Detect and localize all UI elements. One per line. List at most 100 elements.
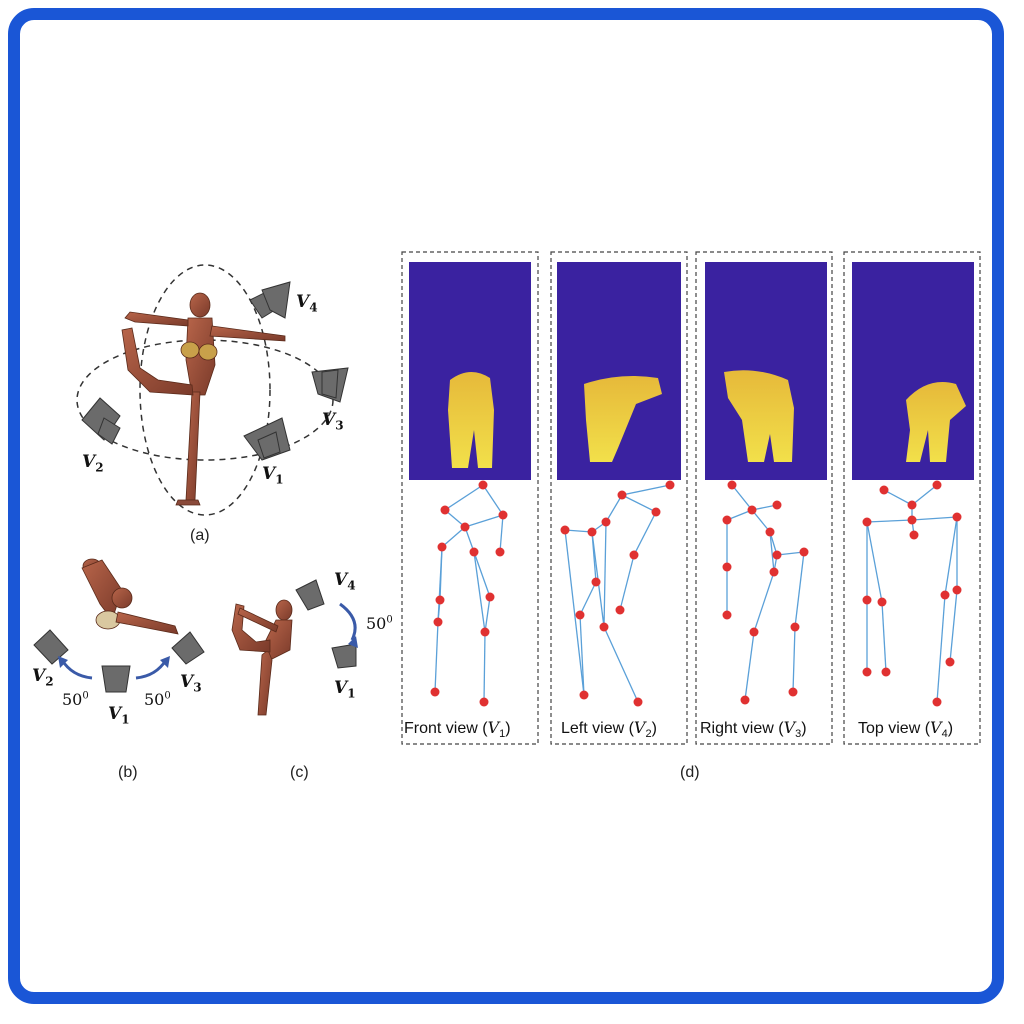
arrow-v1-v3 xyxy=(135,659,168,680)
depth-map-left xyxy=(557,262,681,480)
skeleton-joint xyxy=(799,547,809,557)
skeleton-bone xyxy=(883,489,913,506)
skeleton-bone xyxy=(866,519,913,523)
skeleton-joint xyxy=(772,500,782,510)
skeleton-joint xyxy=(881,667,891,677)
skeleton-joint xyxy=(722,515,732,525)
depth-silhouette-top xyxy=(906,382,966,462)
caption-left-view: Left view (V2) xyxy=(561,718,657,741)
camera-icon-v2-a xyxy=(81,397,121,445)
skeleton-bone xyxy=(944,516,958,596)
skeleton-bone xyxy=(499,514,504,553)
skeleton-joint xyxy=(907,515,917,525)
view-box-left xyxy=(550,251,688,745)
skeleton-joint xyxy=(940,590,950,600)
skeleton-joint xyxy=(479,697,489,707)
skeleton-bone xyxy=(633,511,657,556)
camera-label-v4-c: V4 xyxy=(334,570,356,593)
camera-icon-v1-c xyxy=(331,643,357,669)
skeleton-bone xyxy=(881,601,887,673)
skeleton-joint xyxy=(579,690,589,700)
skeleton-bone xyxy=(792,626,796,693)
outer-border xyxy=(8,8,1004,1004)
skeleton-joint xyxy=(437,542,447,552)
view-box-top xyxy=(843,251,981,745)
camera-label-v2-a: V2 xyxy=(82,452,104,475)
horizontal-orbit xyxy=(76,339,334,461)
skeleton-joint xyxy=(788,687,798,697)
skeleton-joint xyxy=(772,550,782,560)
skeleton-joint xyxy=(435,595,445,605)
camera-icon-v3-a xyxy=(311,367,349,403)
depth-silhouette-right xyxy=(724,370,794,462)
skeleton-joint xyxy=(599,622,609,632)
skeleton-joint xyxy=(907,500,917,510)
panel-b-diagram xyxy=(33,558,205,693)
skeleton-bone xyxy=(949,589,958,663)
skeleton-joint xyxy=(740,695,750,705)
skeleton-joint xyxy=(560,525,570,535)
skeleton-joint xyxy=(485,592,495,602)
skeleton-bone xyxy=(579,614,585,696)
depth-silhouette-front xyxy=(448,371,494,468)
skeleton-bone xyxy=(603,521,607,628)
skeleton-bone xyxy=(744,631,755,701)
camera-label-v1-c: V1 xyxy=(334,678,356,701)
skeleton-joint xyxy=(952,585,962,595)
skeleton-joint xyxy=(469,547,479,557)
skeleton-bone xyxy=(444,484,484,511)
skeleton-bone xyxy=(751,509,771,533)
skeleton-bone xyxy=(731,484,753,511)
skeleton-joint xyxy=(615,605,625,615)
skeleton-bone xyxy=(621,494,657,513)
skeleton-joint xyxy=(460,522,470,532)
skeleton-joint xyxy=(879,485,889,495)
skeleton-joint xyxy=(587,527,597,537)
skeleton-joint xyxy=(601,517,611,527)
camera-label-v1-b: V1 xyxy=(108,704,130,727)
arrow-head-v3 xyxy=(160,656,170,668)
skeleton-bone xyxy=(579,581,597,616)
arrow-head-v2 xyxy=(58,656,68,668)
skeleton-joint xyxy=(877,597,887,607)
dancer-figure-a xyxy=(121,292,286,506)
skeleton-bone xyxy=(911,516,958,521)
skeleton-joint xyxy=(633,697,643,707)
arrow-v1-v2 xyxy=(60,659,93,680)
skeleton-joint xyxy=(790,622,800,632)
skeleton-joint xyxy=(749,627,759,637)
skeleton-joint xyxy=(430,687,440,697)
skeleton-bone xyxy=(464,514,504,528)
skeleton-bone xyxy=(769,531,775,573)
skeleton-bone xyxy=(911,484,938,506)
skeleton-joint xyxy=(665,480,675,490)
camera-icon-v4-c xyxy=(295,579,325,611)
skeleton-bone xyxy=(619,554,635,611)
skeleton-joint xyxy=(617,490,627,500)
camera-label-v2-b: V2 xyxy=(32,666,54,689)
skeleton-bone xyxy=(621,484,671,496)
caption-top-view: Top view (V4) xyxy=(858,718,954,741)
skeleton-joint xyxy=(945,657,955,667)
skeleton-bone xyxy=(473,551,491,598)
camera-icon-v1-a xyxy=(243,417,291,461)
skeleton-bone xyxy=(866,521,883,603)
skeleton-joint xyxy=(433,617,443,627)
skeleton-joint xyxy=(765,527,775,537)
angle-label-b-left: 500 xyxy=(62,690,89,709)
skeleton-joint xyxy=(498,510,508,520)
camera-icon-v3-b xyxy=(171,631,205,665)
skeleton-joint xyxy=(722,610,732,620)
skeleton-bone xyxy=(483,631,486,703)
skeleton-bone xyxy=(753,571,775,633)
skeleton-joint xyxy=(747,505,757,515)
skeleton-joint xyxy=(575,610,585,620)
panel-label-c: (c) xyxy=(290,764,309,781)
skeleton-joint xyxy=(727,480,737,490)
skeleton-joint xyxy=(909,530,919,540)
skeleton-joint xyxy=(440,505,450,515)
skeleton-bone xyxy=(437,546,443,623)
skeleton-joint xyxy=(952,512,962,522)
skeleton-bone xyxy=(776,551,805,556)
